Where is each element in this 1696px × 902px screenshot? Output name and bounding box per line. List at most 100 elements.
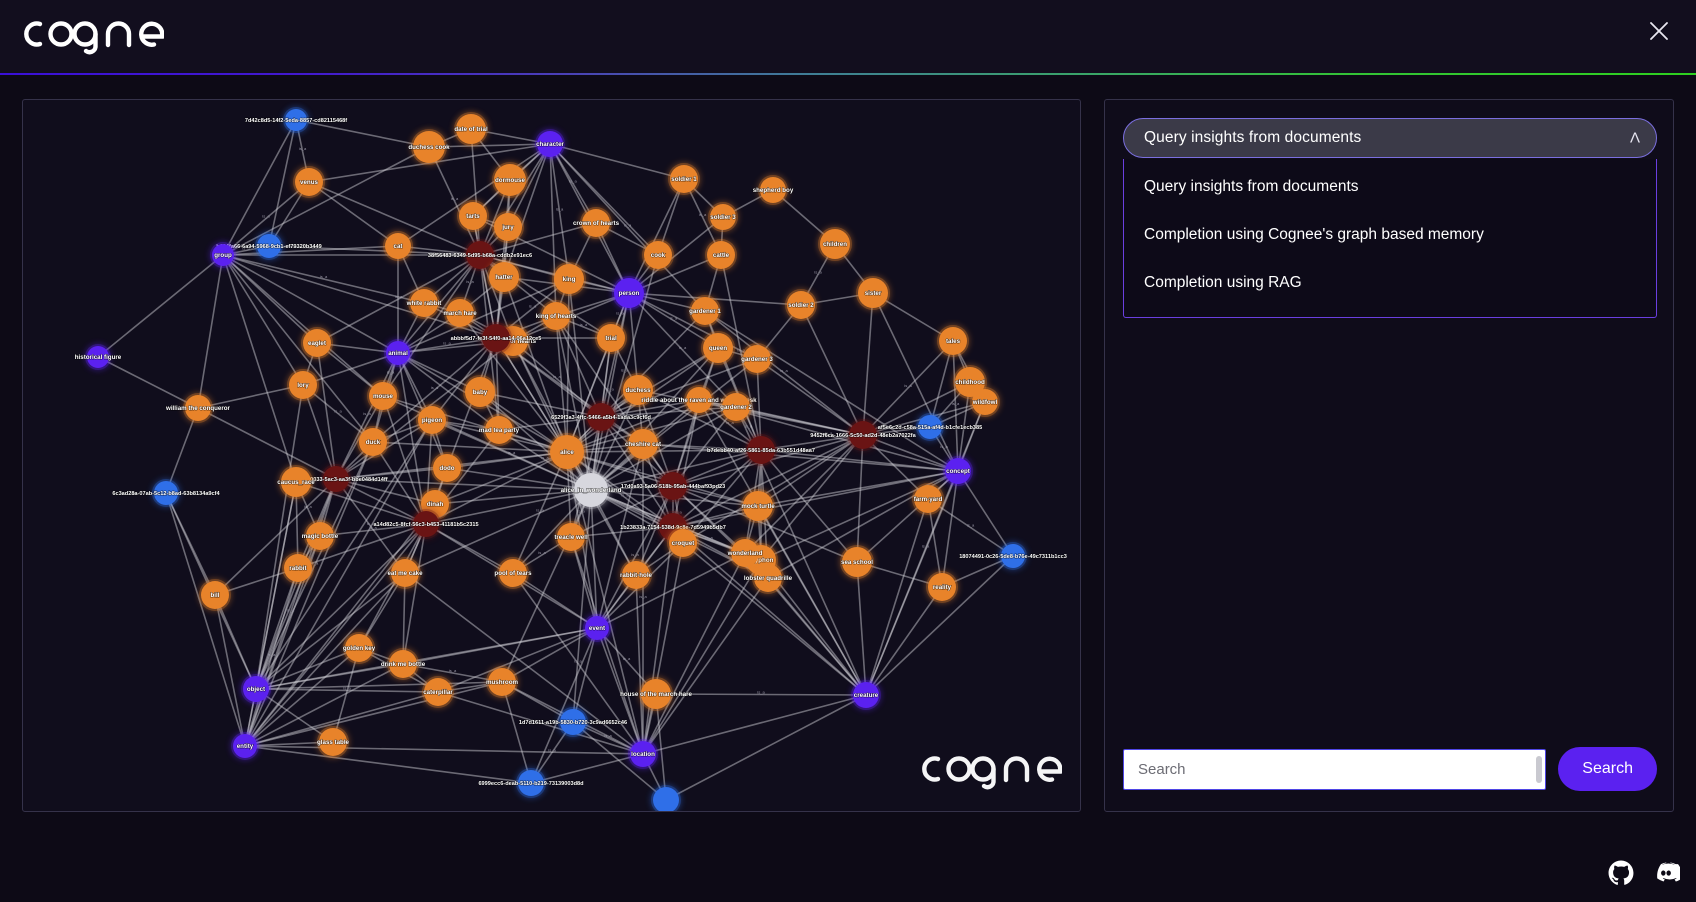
graph-node[interactable]: king of hearts — [535, 300, 577, 332]
graph-node-circle[interactable] — [574, 473, 608, 507]
graph-node[interactable]: hatter — [487, 260, 521, 294]
graph-node-circle[interactable] — [691, 297, 719, 325]
graph-node-circle[interactable] — [201, 581, 229, 609]
graph-node-circle[interactable] — [485, 416, 513, 444]
graph-node[interactable]: magic bottle — [301, 520, 339, 552]
graph-node-circle[interactable] — [87, 346, 109, 368]
close-icon[interactable] — [1636, 8, 1682, 54]
graph-node[interactable]: 9452f6ca-1666-5c50-ad2d-48eb2a7022fa — [810, 419, 917, 451]
graph-node-circle[interactable] — [597, 324, 625, 352]
graph-node-circle[interactable] — [628, 429, 658, 459]
search-button[interactable]: Search — [1558, 747, 1657, 791]
graph-node-circle[interactable] — [413, 511, 439, 537]
graph-node[interactable]: crown of hearts — [572, 207, 620, 239]
graph-node[interactable]: cheshire cat — [624, 427, 662, 461]
graph-node[interactable]: queen — [701, 331, 735, 365]
graph-node[interactable]: alice — [548, 433, 586, 471]
graph-node[interactable]: wildfowl — [970, 387, 1000, 417]
graph-node[interactable]: a14d82c5-8fcf-56c3-b453-41181b5c2315 — [373, 509, 479, 539]
graph-node[interactable]: event — [583, 614, 611, 642]
graph-node-circle[interactable] — [710, 204, 736, 230]
graph-node-circle[interactable] — [489, 262, 519, 292]
graph-node[interactable]: alice_in_wonderland — [560, 471, 622, 509]
graph-node-circle[interactable] — [284, 554, 312, 582]
graph-node-circle[interactable] — [585, 616, 609, 640]
graph-node[interactable]: jury — [492, 211, 524, 243]
graph-node-circle[interactable] — [446, 299, 474, 327]
graph-node[interactable]: 7d42c8d5-14f2-5eda-8857-cd82115468f — [244, 107, 348, 133]
graph-node[interactable]: mushroom — [485, 666, 519, 698]
graph-node-circle[interactable] — [243, 676, 269, 702]
graph-node[interactable]: croquet — [667, 527, 699, 559]
graph-node-circle[interactable] — [760, 177, 786, 203]
graph-node-circle[interactable] — [359, 428, 387, 456]
graph-node-circle[interactable] — [939, 327, 967, 355]
graph-node[interactable]: william the conqueror — [164, 393, 231, 423]
graph-node-circle[interactable] — [842, 547, 872, 577]
graph-node[interactable]: gardener 1 — [689, 295, 722, 327]
graph-node[interactable]: character — [535, 129, 565, 159]
graph-node[interactable]: b7debb40-af26-5861-85da-63b551d48aa7 — [706, 434, 816, 466]
graph-node-circle[interactable] — [820, 229, 850, 259]
graph-node[interactable]: reality — [926, 571, 958, 603]
graph-node-circle[interactable] — [542, 302, 570, 330]
graph-node-circle[interactable] — [459, 202, 487, 230]
graph-node[interactable]: location — [628, 739, 658, 769]
graph-node[interactable]: rabbit-hole — [619, 559, 653, 591]
graph-node[interactable]: soldier 3 — [708, 202, 738, 232]
graph-node[interactable]: white rabbit — [405, 287, 442, 319]
graph-node[interactable]: person — [612, 276, 646, 310]
search-type-options-menu[interactable]: Query insights from documents Completion … — [1123, 159, 1657, 318]
search-type-option[interactable]: Completion using Cognee's graph based me… — [1144, 226, 1484, 243]
graph-node[interactable]: duchess — [621, 373, 655, 407]
graph-node-circle[interactable] — [707, 241, 735, 269]
graph-node[interactable]: treacle well — [554, 521, 589, 553]
graph-node-circle[interactable] — [630, 741, 656, 767]
graph-node[interactable]: shepherd boy — [752, 175, 794, 205]
graph-node-circle[interactable] — [557, 523, 585, 551]
graph-node[interactable]: caterpillar — [422, 676, 454, 708]
graph-node[interactable]: tales — [937, 325, 969, 357]
graph-node-circle[interactable] — [550, 435, 584, 469]
graph-node-circle[interactable] — [858, 278, 888, 308]
graph-node-circle[interactable] — [499, 559, 527, 587]
knowledge-graph[interactable]: is_a is_a is_a is_a is_a is_a is_a is_a is_a is_a… — [23, 100, 1081, 812]
graph-node[interactable]: 38f56483-6349-5d95-b68a-cddb2e91ec6 — [427, 239, 533, 271]
graph-node[interactable]: entity — [231, 732, 259, 760]
graph-node-circle[interactable] — [465, 377, 495, 407]
graph-node-circle[interactable] — [914, 485, 942, 513]
graph-node-circle[interactable] — [285, 109, 307, 131]
graph-node[interactable]: baby — [463, 375, 497, 409]
graph-node-circle[interactable] — [303, 329, 331, 357]
graph-node-circle[interactable] — [466, 241, 494, 269]
graph-node[interactable]: sea school — [840, 545, 874, 579]
graph-node[interactable]: cattle — [705, 239, 737, 271]
graph-node[interactable]: tarts — [457, 200, 489, 232]
graph-node-circle[interactable] — [659, 472, 687, 500]
graph-node-circle[interactable] — [537, 131, 563, 157]
graph-node[interactable]: 1d7d1611-a19b-5830-b720-3c9ad6652c46 — [518, 707, 628, 737]
search-type-option[interactable]: Completion using RAG — [1144, 274, 1302, 291]
graph-node-circle[interactable] — [410, 289, 438, 317]
graph-node[interactable]: lory — [287, 369, 319, 401]
graph-node[interactable]: trial — [595, 322, 627, 354]
graph-node-circle[interactable] — [653, 787, 679, 812]
graph-node[interactable]: dormouse — [492, 162, 528, 198]
graph-nodes[interactable]: 7d42c8d5-14f2-5eda-8857-cd82115468f date … — [74, 107, 1067, 812]
graph-node-circle[interactable] — [1001, 544, 1025, 568]
graph-node-circle[interactable] — [389, 650, 417, 678]
graph-node-circle[interactable] — [433, 454, 461, 482]
graph-node-circle[interactable] — [281, 467, 311, 497]
graph-node-circle[interactable] — [743, 491, 773, 521]
graph-node[interactable]: house of the march hare — [620, 677, 693, 711]
graph-node[interactable]: duck — [357, 426, 389, 458]
graph-node-circle[interactable] — [424, 678, 452, 706]
graph-node-circle[interactable] — [853, 682, 879, 708]
graph-node-circle[interactable] — [669, 529, 697, 557]
graph-node-circle[interactable] — [295, 168, 323, 196]
graph-node-circle[interactable] — [686, 387, 712, 413]
graph-node[interactable] — [651, 785, 681, 812]
search-type-select-header[interactable]: Query insights from documents Λ — [1123, 118, 1657, 158]
graph-node[interactable]: golden key — [342, 632, 376, 664]
graph-node[interactable]: caucus_race — [277, 465, 316, 499]
